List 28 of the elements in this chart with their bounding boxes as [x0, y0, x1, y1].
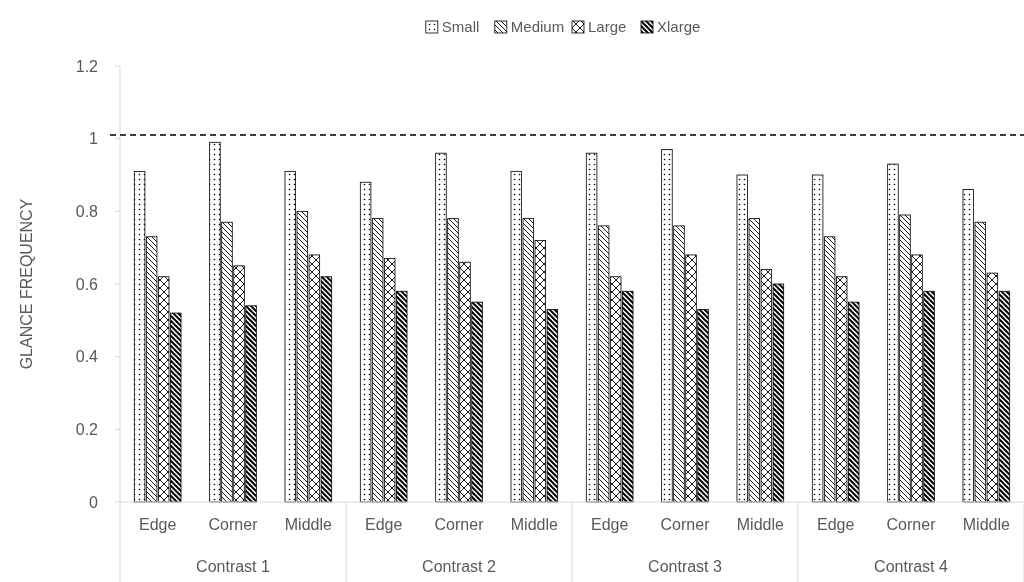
x-tick-label: Edge	[364, 516, 403, 533]
y-tick-label: 1.2	[75, 57, 99, 75]
legend-label: Xlarge	[657, 18, 701, 35]
text: Contrast 1	[196, 558, 271, 575]
y-tick-label: 0.2	[75, 420, 99, 438]
y-axis-title: GLANCE FREQUENCY	[18, 198, 35, 370]
x-tick-label: Middle	[962, 516, 1010, 533]
y-tick-label: 1	[89, 130, 99, 148]
legend-label: Medium	[510, 18, 565, 35]
x-tick-label: Middle	[510, 516, 558, 533]
text: Contrast 4	[874, 558, 949, 575]
x-tick-label: Edge	[590, 516, 629, 533]
y-tick-label: 0.4	[75, 348, 99, 366]
x-tick-label: Edge	[816, 516, 855, 533]
x-tick-label: Corner	[660, 516, 711, 533]
x-tick-label: Corner	[208, 516, 259, 533]
text: Contrast 2	[422, 558, 497, 575]
x-tick-label: Middle	[736, 516, 784, 533]
y-tick-label: 0	[89, 493, 99, 511]
y-tick-label: 0.8	[75, 202, 99, 220]
x-tick-label: Edge	[138, 516, 177, 533]
text: Contrast 3	[648, 558, 723, 575]
legend-label: Small	[441, 18, 480, 35]
y-tick-label: 0.6	[75, 275, 99, 293]
x-tick-label: Corner	[434, 516, 485, 533]
x-tick-label: Corner	[886, 516, 937, 533]
legend-label: Large	[588, 18, 627, 35]
x-tick-label: Middle	[284, 516, 332, 533]
